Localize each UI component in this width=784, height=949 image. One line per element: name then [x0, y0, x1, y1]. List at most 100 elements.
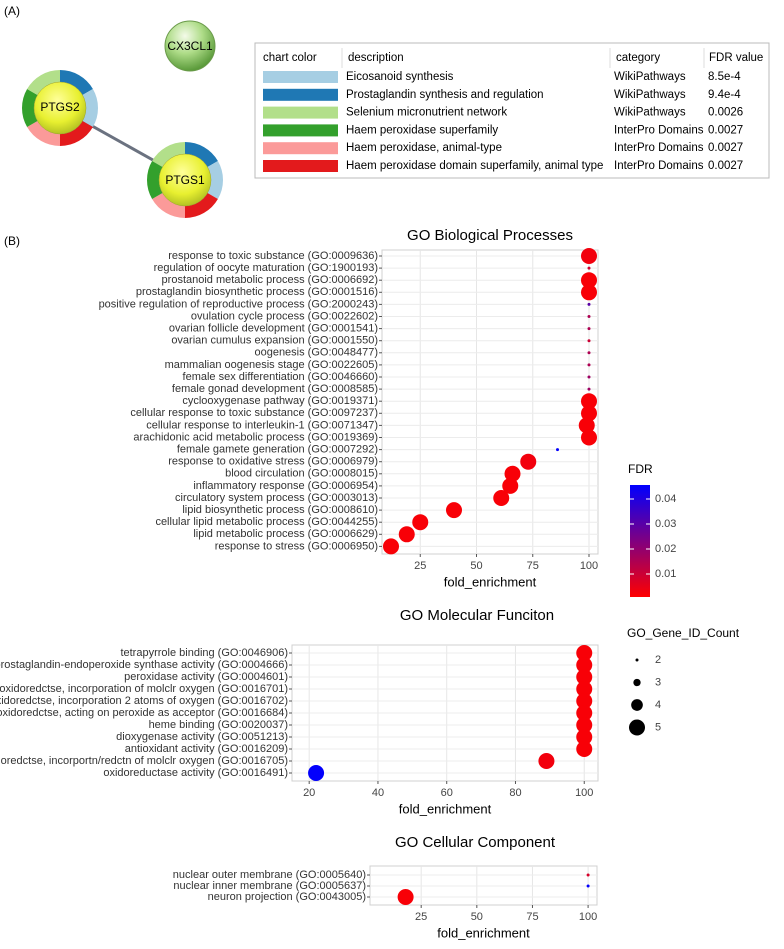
ring-segment — [184, 192, 218, 218]
dot — [576, 681, 593, 697]
dot — [576, 645, 593, 661]
y-tick-label: cellular response to interleukin-1 (GO:0… — [146, 419, 378, 431]
y-tick-label: ovarian cumulus expansion (GO:0001550) — [171, 335, 378, 347]
dot — [576, 705, 593, 721]
dot — [412, 514, 429, 531]
table-header: description — [348, 52, 404, 64]
y-tick-label: female gamete generation (GO:0007292) — [177, 444, 378, 456]
y-tick-label: oxidoredctse, incorporation 2 atoms of o… — [0, 695, 288, 707]
x-tick-label: 60 — [441, 787, 453, 799]
ring-segment — [27, 70, 61, 96]
ring-segment — [59, 120, 93, 146]
panel-label: (B) — [4, 234, 20, 248]
category: InterPro Domains — [614, 124, 704, 136]
y-tick-label: circulatory system process (GO:0003013) — [175, 492, 378, 504]
y-tick-label: peroxidase activity (GO:0004601) — [124, 671, 288, 683]
description: Haem peroxidase, animal-type — [346, 142, 502, 154]
y-tick-label: inflammatory response (GO:0006954) — [193, 480, 378, 492]
legend-dot — [635, 658, 639, 662]
color-swatch — [263, 71, 338, 83]
y-tick-label: dioxygenase activity (GO:0051213) — [116, 731, 288, 743]
color-swatch — [263, 160, 338, 172]
x-tick-label: 75 — [527, 560, 539, 572]
dot — [308, 765, 325, 781]
dot — [581, 248, 597, 264]
ring-segment — [147, 161, 163, 199]
y-tick-label: ovarian follicle development (GO:0001541… — [169, 323, 378, 335]
dot — [578, 417, 595, 434]
y-tick-label: nuclear outer membrane (GO:0005640) — [173, 869, 366, 881]
y-tick-label: heme binding (GO:0020037) — [149, 719, 288, 731]
x-tick-label: 25 — [414, 560, 426, 572]
table-header: FDR value — [709, 52, 763, 64]
dot — [383, 538, 399, 555]
ring-segment — [82, 89, 98, 127]
legend-label: 2 — [655, 654, 661, 666]
dot — [502, 477, 519, 494]
description: Prostaglandin synthesis and regulation — [346, 89, 544, 101]
dot — [587, 363, 591, 367]
ring-segment — [27, 120, 61, 146]
table-frame — [254, 42, 770, 179]
dot — [587, 339, 591, 343]
y-tick-label: prostaglandin-endoperoxide synthase acti… — [0, 659, 288, 671]
legend-label: 0.04 — [655, 493, 676, 505]
y-tick-label: arachidonic acid metabolic process (GO:0… — [133, 431, 378, 443]
category: InterPro Domains — [614, 160, 704, 172]
chart-title: GO Biological Processes — [407, 227, 573, 244]
y-tick-label: lipid metabolic process (GO:0006629) — [193, 528, 378, 540]
legend-dot — [629, 719, 645, 736]
dot — [493, 490, 510, 506]
chart-title: GO Molecular Funciton — [400, 607, 554, 624]
fdr-value: 0.0027 — [708, 124, 743, 136]
legend-label: 3 — [655, 676, 661, 688]
node-label: CX3CL1 — [167, 39, 213, 53]
y-tick-label: oxidoredctse, acting on peroxide as acce… — [0, 707, 288, 719]
legend-table: chart color description category FDR val… — [254, 42, 770, 179]
description: Haem peroxidase domain superfamily, anim… — [346, 160, 603, 172]
table-header: chart color — [263, 52, 317, 64]
y-tick-label: prostaglandin biosynthetic process (GO:0… — [136, 286, 378, 298]
plot-panel — [381, 249, 599, 555]
dot — [398, 526, 415, 543]
legend-label: 0.02 — [655, 543, 676, 555]
dot — [576, 669, 593, 685]
chart-title: GO Cellular Component — [395, 834, 556, 851]
x-axis-label: fold_enrichment — [399, 801, 492, 816]
dot — [556, 448, 559, 452]
dot — [587, 315, 591, 318]
category: WikiPathways — [614, 71, 686, 83]
color-swatch — [263, 106, 338, 119]
fdr-value: 0.0027 — [708, 142, 743, 154]
dot — [587, 351, 591, 355]
y-tick-label: antioxidant activity (GO:0016209) — [125, 743, 288, 755]
fdr-value: 0.0027 — [708, 160, 743, 172]
y-tick-label: response to toxic substance (GO:0009636) — [168, 250, 378, 262]
category: WikiPathways — [614, 89, 686, 101]
y-tick-label: oogenesis (GO:0048477) — [254, 347, 378, 359]
dot — [576, 741, 593, 757]
table-header: category — [616, 52, 660, 64]
panel-label: (A) — [4, 4, 20, 18]
dot — [587, 375, 591, 379]
legend-title: FDR — [628, 462, 653, 476]
y-tick-label: oxidoredctse, incorporation of molclr ox… — [0, 683, 288, 695]
y-tick-label: prostanoid metabolic process (GO:0006692… — [162, 274, 378, 286]
x-axis-label: fold_enrichment — [437, 925, 530, 940]
x-tick-label: 100 — [579, 911, 597, 923]
plots: GO Biological Processes 25 50 75 100 response… — [0, 227, 740, 940]
y-tick-label: cellular response to toxic substance (GO… — [130, 407, 378, 419]
node — [164, 20, 216, 72]
dot — [581, 284, 597, 301]
dot — [587, 327, 591, 331]
description: Eicosanoid synthesis — [346, 71, 454, 83]
y-tick-label: cellular lipid metabolic process (GO:004… — [155, 516, 378, 528]
ring-segment — [59, 70, 93, 96]
network: CX3CL1 PTGS2 PTGS1 — [22, 20, 223, 218]
dot — [587, 387, 591, 391]
x-tick-label: 20 — [303, 787, 315, 799]
legend-dot — [631, 699, 643, 711]
x-tick-label: 50 — [470, 560, 482, 572]
y-tick-label: oxidoredctse, incorportn/redctn of molcl… — [0, 755, 288, 767]
